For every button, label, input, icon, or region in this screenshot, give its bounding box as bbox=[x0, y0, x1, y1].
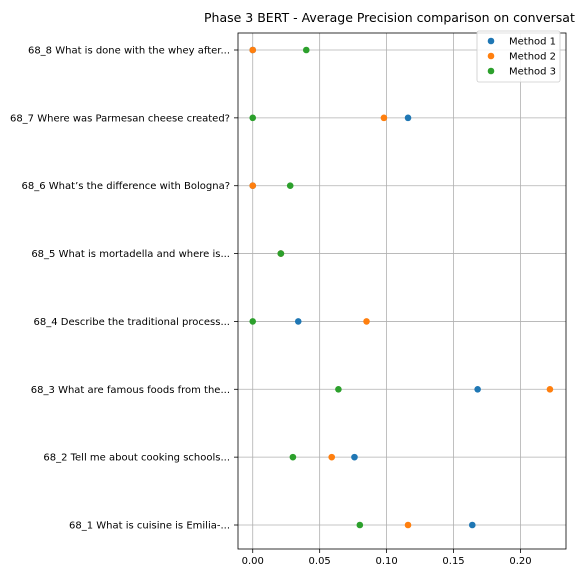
data-point bbox=[404, 114, 412, 122]
data-point bbox=[249, 318, 257, 325]
data-point bbox=[249, 114, 257, 122]
legend-box bbox=[476, 30, 561, 83]
x-tick-label: 0.20 bbox=[509, 556, 531, 567]
data-point bbox=[546, 385, 554, 393]
data-point bbox=[302, 46, 310, 54]
y-tick-label: 68_2 Tell me about cooking schools... bbox=[43, 453, 230, 464]
data-point bbox=[289, 453, 297, 461]
data-point bbox=[404, 521, 412, 529]
data-point bbox=[468, 521, 476, 529]
legend-label: Method 1 bbox=[509, 37, 556, 48]
legend-label: Method 2 bbox=[509, 52, 556, 63]
plot-frame bbox=[237, 32, 567, 550]
data-point bbox=[363, 318, 370, 325]
legend-marker bbox=[487, 37, 495, 45]
data-point bbox=[335, 385, 342, 393]
y-tick-label: 68_1 What is cuisine is Emilia-... bbox=[69, 521, 230, 532]
y-tick-label: 68_7 Where was Parmesan cheese created? bbox=[10, 113, 230, 124]
data-point bbox=[277, 250, 285, 257]
legend-marker bbox=[487, 52, 495, 60]
x-ticks: 0.00 0.05 0.10 0.15 0.20 bbox=[242, 549, 532, 567]
y-tick-label: 68_5 What is mortadella and where is... bbox=[31, 249, 230, 260]
x-tick-label: 0.00 bbox=[242, 556, 264, 567]
y-tick-label: 68_6 What’s the difference with Bologna? bbox=[22, 181, 230, 192]
legend: Method 1 Method 2 Method 3 bbox=[476, 30, 561, 83]
x-tick-label: 0.15 bbox=[442, 556, 464, 567]
data-point bbox=[474, 385, 481, 393]
x-tick-label: 0.05 bbox=[309, 556, 331, 567]
chart-title: Phase 3 BERT - Average Precision compari… bbox=[204, 10, 576, 25]
data-point bbox=[351, 453, 358, 461]
legend-marker bbox=[487, 67, 495, 75]
data-point bbox=[249, 46, 257, 54]
data-point bbox=[356, 521, 364, 529]
y-ticks: 68_8 What is done with the whey after...… bbox=[10, 46, 238, 532]
axes bbox=[237, 32, 567, 550]
data-point bbox=[328, 453, 336, 461]
y-tick-label: 68_4 Describe the traditional process... bbox=[34, 317, 230, 328]
grid bbox=[238, 33, 566, 549]
data-points bbox=[249, 46, 554, 529]
legend-label: Method 3 bbox=[509, 67, 556, 78]
data-point bbox=[380, 114, 388, 122]
data-point bbox=[286, 182, 294, 190]
data-point bbox=[249, 182, 257, 190]
y-tick-label: 68_3 What are famous foods from the... bbox=[31, 385, 230, 396]
x-tick-label: 0.10 bbox=[375, 556, 397, 567]
data-point bbox=[294, 318, 302, 325]
y-tick-label: 68_8 What is done with the whey after... bbox=[28, 46, 230, 57]
